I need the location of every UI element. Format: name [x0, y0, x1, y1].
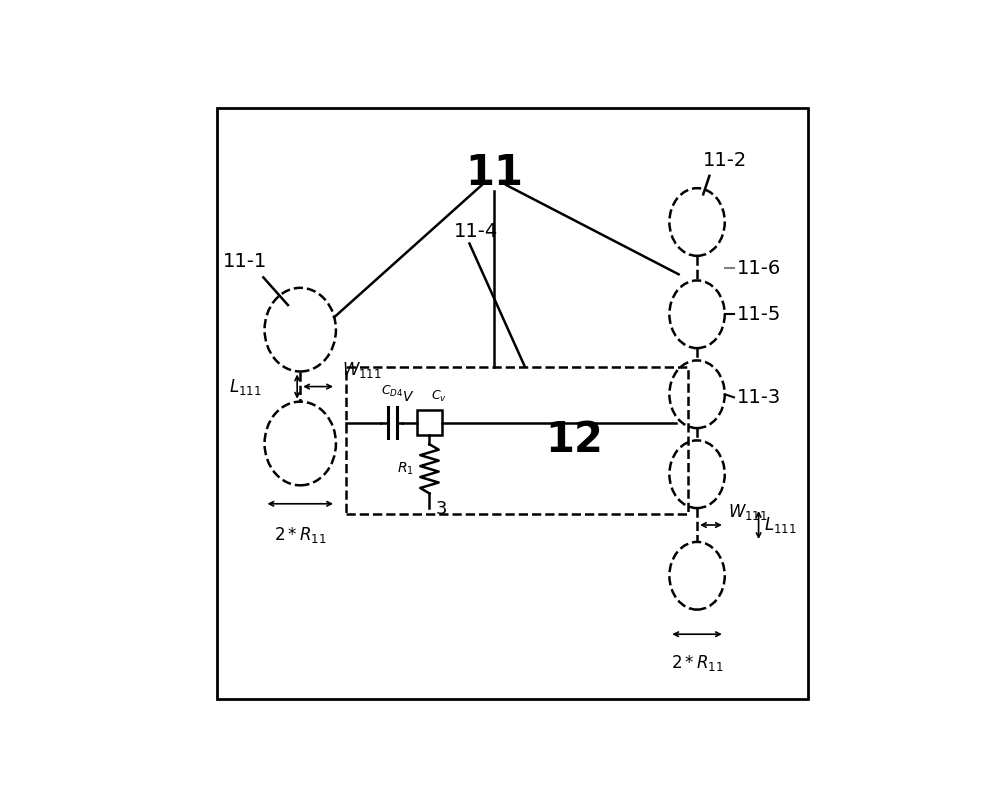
Text: $2*R_{11}$: $2*R_{11}$ [274, 525, 327, 545]
Text: 12: 12 [545, 419, 603, 461]
Text: $L_{111}$: $L_{111}$ [764, 515, 796, 535]
Text: $R_1$: $R_1$ [397, 461, 414, 477]
Text: 11: 11 [465, 152, 523, 194]
Text: $C_{D4}$: $C_{D4}$ [381, 384, 404, 400]
Text: $W_{111}$: $W_{111}$ [342, 360, 382, 380]
Text: $C_v$: $C_v$ [431, 389, 447, 404]
Bar [346, 367, 688, 515]
Text: 11-2: 11-2 [703, 151, 747, 170]
Text: 3: 3 [436, 499, 447, 518]
Text: $L_{111}$: $L_{111}$ [229, 376, 261, 396]
Text: 11-4: 11-4 [453, 222, 498, 240]
Text: 11-6: 11-6 [737, 259, 781, 277]
Text: $2*R_{11}$: $2*R_{11}$ [671, 653, 723, 673]
Text: 11-3: 11-3 [737, 388, 781, 407]
Text: $V$: $V$ [402, 390, 414, 404]
Bar [417, 411, 442, 435]
Text: $W_{111}$: $W_{111}$ [728, 502, 767, 522]
Text: 11-1: 11-1 [223, 252, 267, 272]
Text: 11-5: 11-5 [737, 304, 781, 324]
